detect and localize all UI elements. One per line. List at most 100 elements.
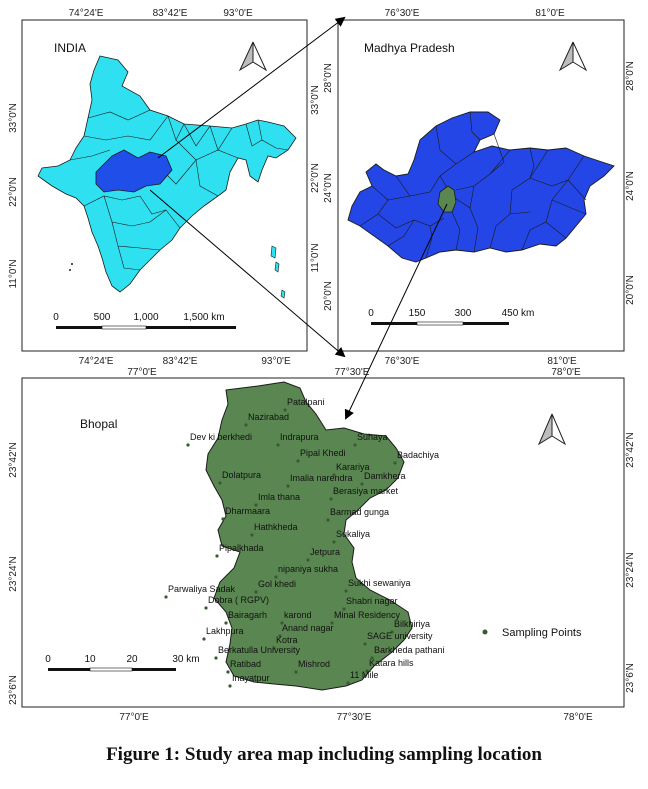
sampling-point-marker — [360, 482, 364, 486]
lakshadweep-islands — [69, 263, 73, 271]
sampling-point-label: Damkhera — [364, 471, 406, 481]
sampling-point-marker — [226, 670, 230, 674]
sampling-point-marker — [326, 518, 330, 522]
bhopal-scale-label-20: 20 — [126, 654, 138, 665]
sampling-point-marker — [250, 533, 254, 537]
india-top-tick-2: 83°42'E — [153, 8, 188, 19]
india-scale-label-0: 0 — [53, 312, 59, 323]
sampling-point-label: Anand nagar — [282, 623, 334, 633]
sampling-point-marker — [393, 461, 397, 465]
madhya-pradesh-panel: 76°30'E 81°0'E 76°30'E 81°0'E 28°0'N 24°… — [323, 8, 636, 367]
sampling-point-label: Sukhi sewaniya — [348, 578, 411, 588]
bhopal-bottom-tick-2: 77°30'E — [337, 712, 372, 723]
sampling-point-marker — [186, 443, 190, 447]
sampling-point-label: Badachiya — [397, 450, 439, 460]
sampling-point-marker — [204, 606, 208, 610]
sampling-point-marker — [390, 630, 394, 634]
sampling-point-marker — [254, 590, 258, 594]
sampling-point-marker — [342, 607, 346, 611]
mp-left-tick-1: 28°0'N — [323, 63, 334, 93]
sampling-point-marker — [296, 459, 300, 463]
mp-panel-title: Madhya Pradesh — [364, 41, 455, 55]
sampling-point-marker — [330, 621, 334, 625]
sampling-point-marker — [221, 517, 225, 521]
sampling-point-marker — [344, 589, 348, 593]
sampling-point-label: Barmad gunga — [330, 507, 389, 517]
sampling-point-marker — [228, 684, 232, 688]
sampling-point-label: nipaniya sukha — [278, 564, 338, 574]
sampling-point-label: Parwaliya Sadak — [168, 584, 236, 594]
bhopal-top-tick-3: 78°0'E — [551, 367, 581, 378]
mp-scale-label-450: 450 km — [502, 308, 535, 319]
bhopal-right-tick-1: 23°42'N — [625, 432, 636, 467]
india-scale-bar — [56, 325, 236, 330]
bhopal-district-highlight — [437, 185, 457, 213]
sampling-point-legend-icon — [482, 629, 488, 635]
madhya-pradesh-landmass — [347, 111, 615, 263]
sampling-point-label: Imla thana — [258, 492, 300, 502]
sampling-point-marker — [278, 634, 282, 638]
sampling-point-marker — [280, 621, 284, 625]
mp-left-tick-2: 24°0'N — [323, 173, 334, 203]
sampling-points-layer: Patalpani Nazirabad Dev ki berkhedi Indrapu… — [164, 397, 445, 688]
sampling-point-marker — [215, 554, 219, 558]
mp-scale-label-150: 150 — [409, 308, 426, 319]
sampling-point-label: Kotra — [276, 635, 298, 645]
sampling-point-marker — [332, 473, 336, 477]
sampling-point-label: Inayatpur — [232, 673, 270, 683]
sampling-point-marker — [365, 669, 369, 673]
mp-left-tick-3: 20°0'N — [323, 281, 334, 311]
sampling-point-label: Pipal Khedi — [300, 448, 346, 458]
india-panel: 74°24'E 83°42'E 93°0'E 74°24'E 83°42'E 9… — [8, 8, 321, 367]
mp-top-tick-2: 81°0'E — [535, 8, 565, 19]
sampling-point-marker — [272, 646, 276, 650]
india-top-tick-3: 93°0'E — [223, 8, 253, 19]
sampling-point-label: Mishrod — [298, 659, 330, 669]
mp-district-boundaries — [359, 111, 587, 259]
sampling-point-marker — [214, 656, 218, 660]
bhopal-scale-label-0: 0 — [45, 654, 51, 665]
sampling-point-marker — [218, 481, 222, 485]
india-top-tick-1: 74°24'E — [69, 8, 104, 19]
connector-arrow-mp-to-bhopal — [344, 203, 448, 420]
mp-right-tick-3: 20°0'N — [625, 275, 636, 305]
sampling-point-label: Berasiya market — [333, 486, 399, 496]
sampling-point-label: Karariya — [336, 462, 370, 472]
sampling-point-label: SAGE university — [367, 631, 433, 641]
sampling-point-label: Imalia narendra — [290, 473, 353, 483]
bhopal-right-tick-2: 23°24'N — [625, 552, 636, 587]
india-state-boundaries — [69, 109, 289, 271]
sampling-point-label: Ratibad — [230, 659, 261, 669]
mp-right-tick-2: 24°0'N — [625, 171, 636, 201]
sampling-point-marker — [244, 423, 248, 427]
bhopal-left-tick-1: 23°42'N — [8, 442, 19, 477]
sampling-point-marker — [274, 575, 278, 579]
sampling-point-marker — [346, 681, 350, 685]
bhopal-right-tick-3: 23°6'N — [625, 663, 636, 693]
sampling-point-label: Sukaliya — [336, 529, 370, 539]
india-bottom-tick-2: 83°42'E — [163, 356, 198, 367]
bhopal-panel-title: Bhopal — [80, 417, 117, 431]
sampling-point-label: Dobra ( RGPV) — [208, 595, 269, 605]
sampling-point-label: Lakhpura — [206, 626, 244, 636]
bhopal-left-tick-2: 23°24'N — [8, 556, 19, 591]
sampling-point-label: Dev ki berkhedi — [190, 432, 252, 442]
sampling-point-marker — [286, 484, 290, 488]
sampling-point-label: Berkatulla University — [218, 645, 301, 655]
sampling-point-label: Suhaya — [357, 432, 388, 442]
north-arrow-icon — [238, 41, 268, 72]
mp-right-tick-1: 28°0'N — [625, 61, 636, 91]
sampling-point-label: Bilkhiriya — [394, 619, 430, 629]
sampling-point-marker — [283, 408, 287, 412]
sampling-point-label: Pipalkhada — [219, 543, 264, 553]
india-left-tick-1: 33°0'N — [8, 103, 19, 133]
mp-bottom-tick-2: 81°0'E — [547, 356, 577, 367]
india-left-tick-3: 11°0'N — [8, 259, 19, 288]
india-scale-label-500: 500 — [94, 312, 111, 323]
mp-top-tick-1: 76°30'E — [385, 8, 420, 19]
legend: Sampling Points — [482, 627, 582, 639]
north-arrow-icon — [537, 413, 567, 446]
figure-caption: Figure 1: Study area map including sampl… — [106, 744, 542, 765]
sampling-point-label: Hathkheda — [254, 522, 298, 532]
